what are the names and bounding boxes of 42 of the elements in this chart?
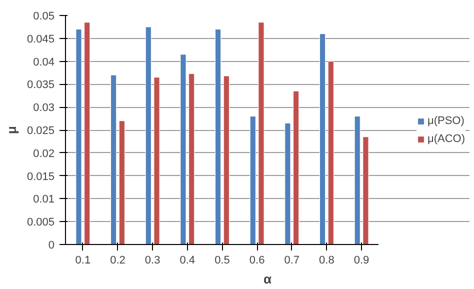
y-tick-label: 0.05 <box>33 10 55 22</box>
bar <box>354 116 360 244</box>
legend-label: μ(PSO) <box>427 114 464 126</box>
bar <box>215 28 222 244</box>
bar <box>328 61 334 244</box>
bar <box>154 77 160 244</box>
bar <box>188 73 195 244</box>
y-tick-label: 0.01 <box>33 194 55 206</box>
y-tick-label: 0.02 <box>33 148 55 160</box>
y-tick-label: 0.03 <box>33 102 55 114</box>
bar <box>145 26 152 244</box>
legend-label: μ(ACO) <box>427 132 465 144</box>
bar <box>250 116 256 244</box>
bar <box>180 54 186 244</box>
y-tick-label: 0.025 <box>26 125 55 137</box>
x-tick-label: 0.6 <box>249 254 265 266</box>
y-tick-label: 0.035 <box>26 79 55 92</box>
y-tick-label: 0.005 <box>26 216 55 229</box>
y-tick-label: 0.04 <box>33 56 55 68</box>
bar <box>84 22 90 244</box>
x-tick-label: 0.3 <box>144 254 160 266</box>
bar <box>223 76 230 244</box>
x-tick-label: 0.2 <box>110 254 126 266</box>
x-axis-title: α <box>264 272 272 286</box>
x-tick-label: 0.4 <box>180 254 196 266</box>
bar <box>293 90 300 244</box>
x-tick-label: 0.1 <box>75 254 91 266</box>
y-tick-label: 0 <box>48 240 55 252</box>
bar <box>118 120 125 244</box>
y-tick-label: 0.045 <box>26 33 55 46</box>
x-tick-label: 0.7 <box>284 254 300 266</box>
x-tick-label: 0.9 <box>354 254 370 266</box>
bar <box>258 22 264 244</box>
bar <box>362 136 369 244</box>
bar <box>319 34 326 244</box>
y-tick-label: 0.015 <box>26 170 55 183</box>
x-tick-label: 0.8 <box>319 254 334 266</box>
bar <box>76 28 82 244</box>
bar <box>284 122 291 244</box>
bar <box>110 74 117 244</box>
y-axis-title: μ <box>4 126 19 134</box>
x-tick-label: 0.5 <box>214 254 230 266</box>
